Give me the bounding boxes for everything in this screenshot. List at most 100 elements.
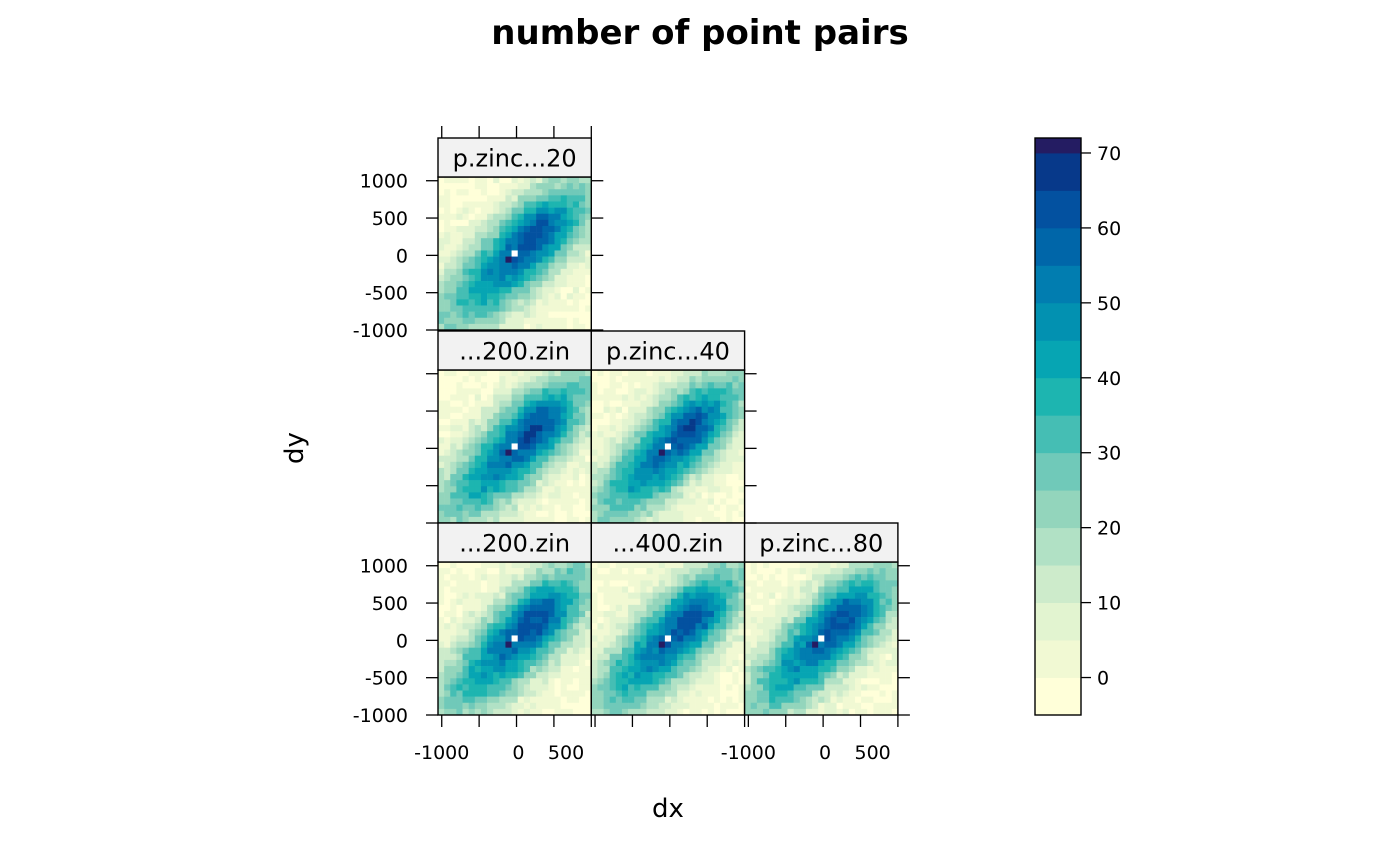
heatmap-cell	[572, 672, 580, 679]
heatmap-cell	[726, 598, 733, 606]
heatmap-cell	[744, 592, 752, 600]
heatmap-cell	[781, 568, 788, 575]
heatmap-cell	[775, 702, 782, 710]
heatmap-cell	[683, 568, 690, 575]
heatmap-cell	[756, 696, 764, 704]
heatmap-cell	[824, 678, 831, 685]
heatmap-cell	[468, 299, 476, 306]
heatmap-cell	[487, 274, 494, 282]
heatmap-cell	[462, 617, 469, 624]
heatmap-cell	[579, 311, 586, 319]
heatmap-cell	[640, 659, 647, 667]
heatmap-cell	[536, 388, 543, 395]
heatmap-cell	[548, 183, 555, 190]
heatmap-cell	[701, 431, 709, 438]
heatmap-cell	[548, 672, 555, 679]
heatmap-cell	[554, 610, 561, 618]
heatmap-cell	[542, 244, 549, 251]
heatmap-cell	[517, 207, 525, 215]
heatmap-cell	[885, 592, 893, 600]
heatmap-cell	[640, 412, 647, 420]
heatmap-cell	[824, 562, 831, 569]
heatmap-cell	[713, 467, 721, 475]
heatmap-cell	[456, 647, 463, 655]
heatmap-cell	[444, 443, 451, 450]
heatmap-cell	[505, 323, 512, 331]
heatmap-cell	[572, 486, 580, 493]
heatmap-cell	[529, 287, 537, 294]
heatmap-cell	[536, 690, 543, 697]
heatmap-cell	[689, 443, 696, 450]
heatmap-cell	[664, 486, 672, 493]
heatmap-cell	[769, 659, 776, 667]
heatmap-cell	[511, 299, 519, 306]
heatmap-cell	[579, 610, 586, 618]
heatmap-cell	[572, 610, 580, 618]
heatmap-cell	[579, 449, 586, 456]
heatmap-cell	[487, 653, 494, 661]
heatmap-cell	[505, 394, 512, 401]
heatmap-cell	[646, 449, 653, 456]
heatmap-cell	[487, 225, 494, 233]
heatmap-cell	[493, 504, 500, 512]
x-tick-label: 0	[819, 742, 831, 764]
heatmap-cell	[689, 418, 696, 426]
heatmap-cell	[671, 684, 678, 691]
heatmap-cell	[677, 610, 684, 618]
heatmap-cell	[726, 684, 733, 691]
heatmap-cell	[713, 516, 721, 524]
heatmap-cell	[891, 617, 899, 624]
heatmap-cell	[468, 696, 476, 704]
heatmap-cell	[677, 592, 684, 600]
heatmap-cell	[450, 317, 457, 325]
heatmap-cell	[677, 690, 684, 697]
heatmap-cell	[572, 586, 580, 593]
heatmap-cell	[720, 580, 727, 587]
heatmap-cell	[517, 510, 525, 518]
heatmap-cell	[536, 431, 543, 438]
heatmap-cell	[438, 598, 445, 606]
heatmap-cell	[744, 604, 752, 612]
heatmap-cell	[652, 425, 660, 432]
heatmap-cell	[597, 629, 604, 636]
heatmap-cell	[867, 598, 874, 606]
heatmap-cell	[738, 467, 745, 475]
heatmap-cell	[671, 702, 678, 710]
heatmap-cell	[480, 504, 488, 512]
heatmap-cell	[572, 635, 580, 642]
heatmap-cell	[523, 232, 531, 239]
heatmap-cell	[701, 684, 709, 691]
y-tick-label: 1000	[360, 556, 408, 578]
heatmap-cell	[480, 598, 488, 606]
heatmap-cell	[468, 400, 476, 408]
heatmap-cell	[548, 425, 555, 432]
heatmap-cell	[438, 281, 445, 288]
heatmap-cell	[438, 504, 445, 512]
heatmap-cell	[812, 690, 819, 697]
heatmap-cell	[560, 189, 568, 196]
heatmap-cell	[554, 437, 561, 444]
heatmap-cell	[836, 574, 844, 581]
y-tick-label: 500	[372, 593, 408, 615]
heatmap-cell	[505, 412, 512, 420]
heatmap-cell	[726, 480, 733, 487]
heatmap-cell	[738, 498, 745, 505]
heatmap-cell	[536, 219, 543, 227]
heatmap-cell	[499, 293, 506, 300]
heatmap-cell	[805, 574, 813, 581]
heatmap-cell	[505, 382, 512, 389]
y-tick-label: -500	[365, 668, 408, 690]
heatmap-cell	[621, 492, 629, 499]
heatmap-cell	[891, 592, 899, 600]
heatmap-cell	[560, 568, 568, 575]
heatmap-cell	[585, 516, 592, 524]
heatmap-cell	[566, 678, 574, 685]
heatmap-cell	[597, 455, 604, 463]
heatmap-cell	[689, 592, 696, 600]
heatmap-cell	[713, 678, 721, 685]
heatmap-cell	[646, 666, 653, 673]
heatmap-cell	[468, 232, 476, 239]
heatmap-cell	[529, 207, 537, 215]
heatmap-cell	[621, 629, 629, 636]
heatmap-cell	[493, 370, 500, 377]
